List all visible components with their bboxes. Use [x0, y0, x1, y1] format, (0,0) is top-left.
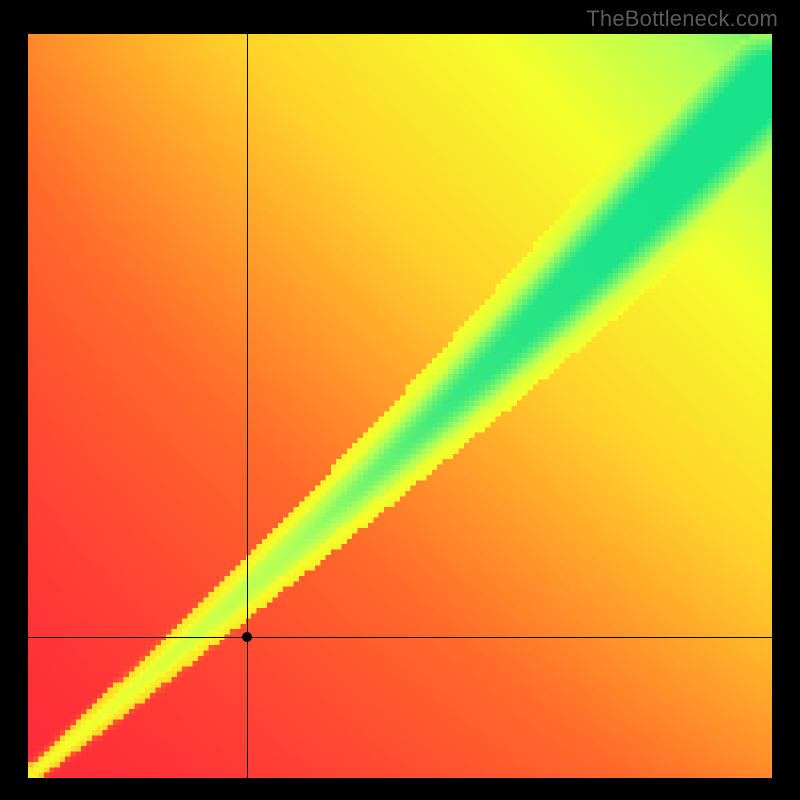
- crosshair-dot: [242, 632, 252, 642]
- outer-frame: TheBottleneck.com: [0, 0, 800, 800]
- heatmap-canvas: [28, 34, 772, 778]
- crosshair-vertical: [247, 34, 248, 778]
- crosshair-horizontal: [28, 637, 772, 638]
- heatmap-plot: [28, 34, 772, 778]
- watermark-text: TheBottleneck.com: [586, 6, 778, 32]
